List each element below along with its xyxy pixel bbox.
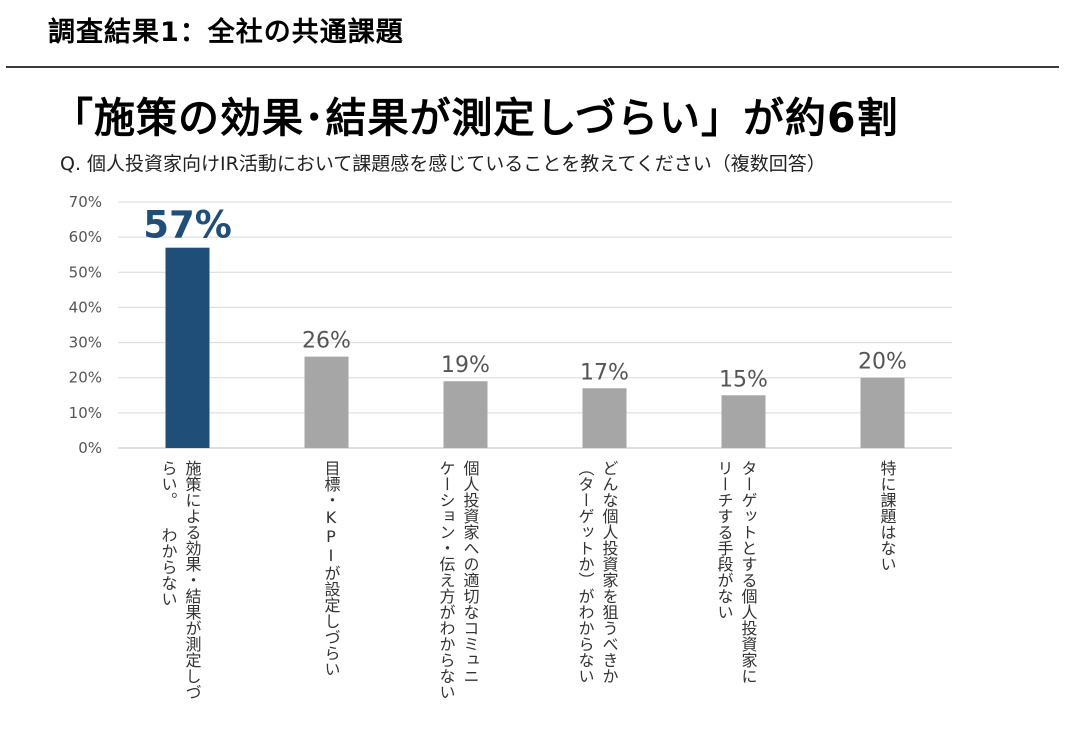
data-label: 26%	[302, 329, 351, 354]
y-tick-label: 70%	[69, 193, 102, 211]
header-divider	[6, 66, 1059, 68]
category-label: どんな個人投資家を狙うべきか （ターゲットか）がわからない	[575, 460, 619, 684]
bar	[860, 377, 905, 448]
y-tick-label: 60%	[69, 228, 102, 246]
survey-question: Q. 個人投資家向けIR活動において課題感を感じていることを教えてください（複数…	[60, 153, 826, 175]
y-tick-label: 20%	[69, 369, 102, 387]
data-label: 15%	[719, 367, 768, 392]
category-label: 目標・KPIが設定しづらい	[321, 460, 341, 677]
category-label: 施策による効果・結果が測定しづ らい。 わからない	[158, 460, 202, 700]
section-title: 調査結果1：全社の共通課題	[48, 17, 404, 48]
y-tick-label: 10%	[69, 404, 102, 422]
headline: 「施策の効果･結果が測定しづらい」が約6割	[52, 94, 899, 142]
category-label: 個人投資家への適切なコミュニ ケーション・伝え方がわからない	[436, 460, 480, 700]
category-label: 特に課題はない	[877, 460, 897, 572]
bar	[443, 381, 488, 448]
y-tick-label: 30%	[69, 334, 102, 352]
y-tick-label: 40%	[69, 298, 102, 316]
bar	[582, 388, 627, 448]
y-tick-label: 50%	[69, 263, 102, 281]
bar	[304, 356, 349, 448]
y-tick-label: 0%	[78, 439, 102, 457]
data-label: 17%	[580, 360, 629, 385]
bar	[165, 247, 210, 448]
category-label: ターゲットとする個人投資家に リーチする手段がない	[714, 460, 758, 684]
data-label: 57%	[143, 204, 232, 247]
data-label: 19%	[441, 353, 490, 378]
data-label: 20%	[858, 350, 907, 375]
bar	[721, 395, 766, 448]
